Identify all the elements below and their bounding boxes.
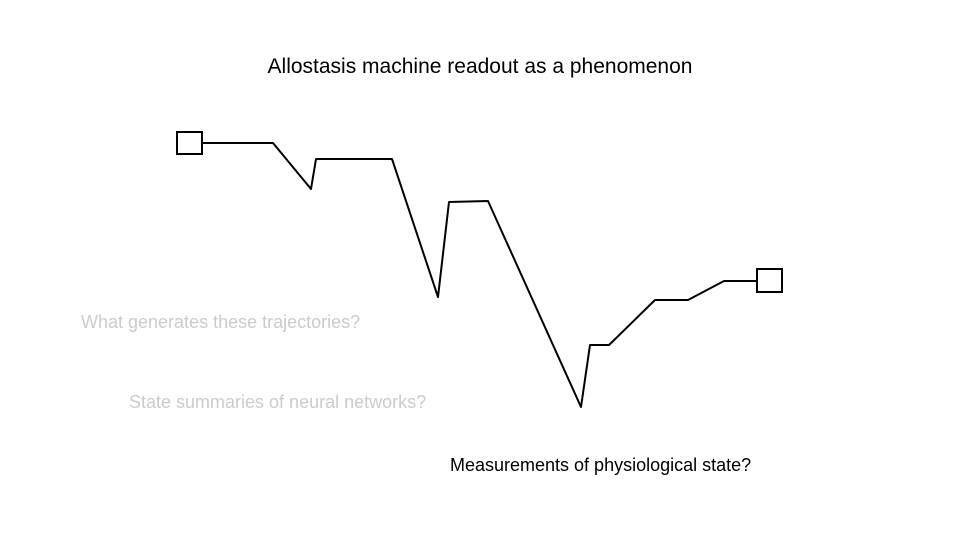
end-marker <box>756 268 783 293</box>
slide-title: Allostasis machine readout as a phenomen… <box>267 55 693 78</box>
question-trajectory-generator: What generates these trajectories? <box>81 312 361 332</box>
question-physiological-measurements: Measurements of physiological state? <box>450 455 752 475</box>
start-marker <box>176 131 203 155</box>
question-neural-network-summaries: State summaries of neural networks? <box>129 392 427 412</box>
trajectory-line <box>202 142 757 408</box>
